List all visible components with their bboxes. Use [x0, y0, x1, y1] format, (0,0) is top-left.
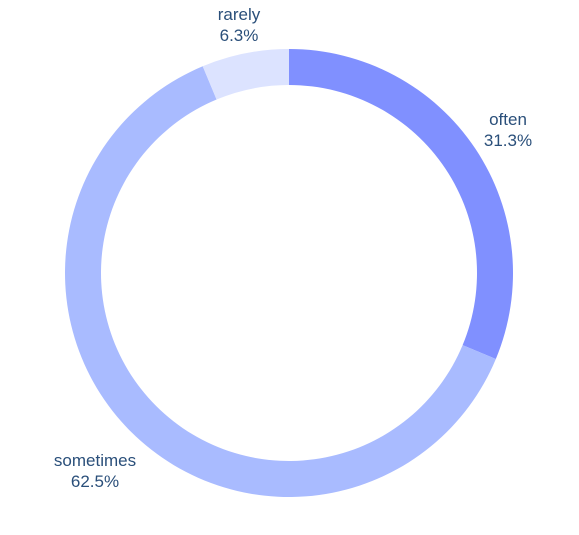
slice-percent-sometimes: 62.5% — [71, 472, 119, 491]
donut-slice-often[interactable] — [289, 49, 513, 359]
slice-percent-rarely: 6.3% — [220, 26, 259, 45]
slice-percent-often: 31.3% — [484, 131, 532, 150]
donut-slices — [65, 49, 513, 497]
slice-label-often: often — [489, 110, 527, 129]
donut-labels: often 31.3% sometimes 62.5% rarely 6.3% — [54, 5, 532, 491]
slice-label-rarely: rarely — [218, 5, 261, 24]
slice-label-sometimes: sometimes — [54, 451, 136, 470]
donut-slice-rarely[interactable] — [202, 49, 289, 100]
